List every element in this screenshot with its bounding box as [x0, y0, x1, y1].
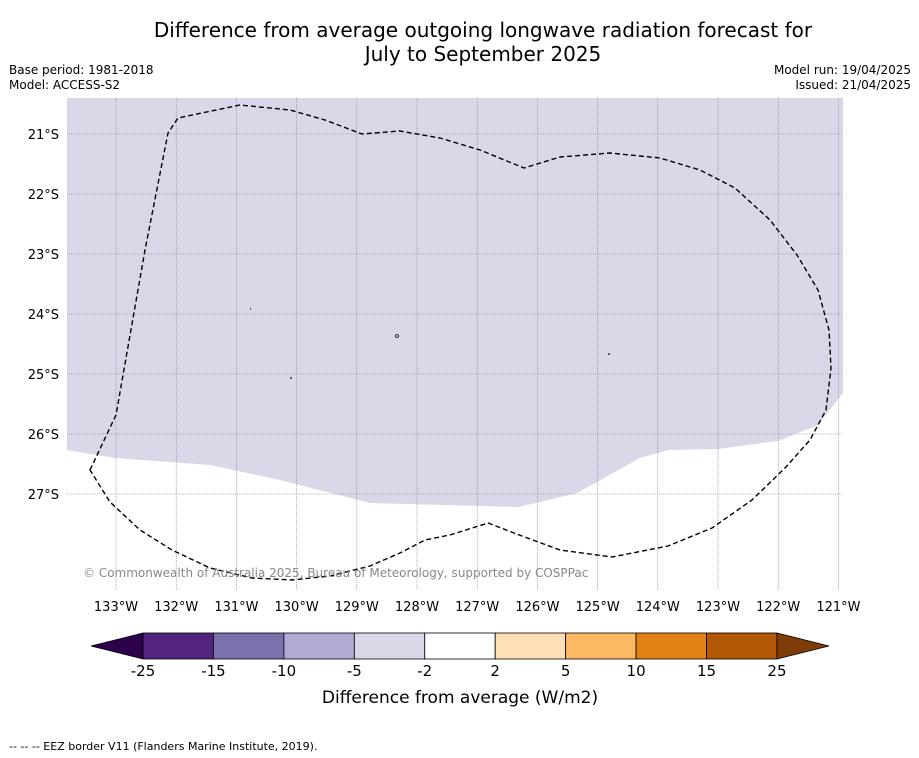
colorbar-tick-label: -10	[272, 662, 297, 680]
longitude-label: 124°W	[636, 600, 680, 615]
longitude-label: 132°W	[154, 600, 198, 615]
colorbar-segments	[142, 632, 778, 660]
colorbar-segment	[494, 632, 567, 660]
olr-anomaly-field	[67, 98, 843, 507]
title-line-1: Difference from average outgoing longwav…	[153, 18, 813, 42]
issued-text: Issued: 21/04/2025	[795, 78, 911, 92]
title-line-2: July to September 2025	[364, 42, 602, 66]
latitude-label: 26°S	[28, 428, 59, 443]
latitude-label: 24°S	[28, 308, 59, 323]
latitude-labels: 21°S 22°S 23°S 24°S 25°S 26°S 27°S	[28, 128, 59, 503]
model-text: Model: ACCESS-S2	[9, 78, 121, 92]
colorbar-segment	[353, 632, 426, 660]
colorbar-segment	[565, 632, 637, 660]
longitude-label: 122°W	[756, 600, 800, 615]
colorbar-tick-label: 5	[561, 662, 571, 680]
longitude-label: 129°W	[335, 600, 379, 615]
longitude-labels: 133°W 132°W 131°W 130°W 129°W 128°W 127°W 126°W…	[94, 600, 861, 615]
base-period-text: Base period: 1981-2018	[9, 63, 154, 77]
model-run-info: Model run: 19/04/2025 Issued: 21/04/2025	[774, 63, 911, 93]
colorbar-tick-label: -25	[131, 662, 156, 680]
base-period-info: Base period: 1981-2018 Model: ACCESS-S2	[9, 63, 154, 93]
map-title: Difference from average outgoing longwav…	[0, 18, 919, 66]
colorbar-segment	[213, 632, 285, 660]
latitude-label: 23°S	[28, 248, 59, 263]
longitude-label: 133°W	[94, 600, 138, 615]
colorbar-label: Difference from average (W/m2)	[322, 688, 598, 708]
colorbar: -25 -15 -10 -5 -2 2 5 10 15 25 Difference from av…	[90, 632, 830, 708]
colorbar-segment	[706, 632, 778, 660]
model-run-text: Model run: 19/04/2025	[773, 63, 911, 77]
colorbar-tick-label: 15	[697, 662, 716, 680]
longitude-label: 126°W	[515, 600, 559, 615]
latitude-label: 27°S	[28, 488, 59, 503]
colorbar-segment	[635, 632, 707, 660]
colorbar-tick-label: 2	[490, 662, 500, 680]
colorbar-segment	[283, 632, 355, 660]
island-marker	[395, 334, 399, 338]
eez-border	[89, 104, 832, 581]
longitude-label: 125°W	[576, 600, 620, 615]
island-markers	[250, 308, 610, 379]
latitude-label: 25°S	[28, 368, 59, 383]
colorbar-segment	[424, 632, 496, 660]
longitude-label: 131°W	[214, 600, 258, 615]
colorbar-over-arrow	[776, 632, 830, 660]
colorbar-under-arrow	[90, 632, 144, 660]
copyright-notice: © Commonwealth of Australia 2025, Bureau…	[83, 566, 588, 580]
longitude-label: 128°W	[395, 600, 439, 615]
longitude-label: 130°W	[275, 600, 319, 615]
latitude-label: 21°S	[28, 128, 59, 143]
eez-legend-note: -- -- -- EEZ border V11 (Flanders Marine…	[9, 740, 318, 753]
colorbar-segment	[142, 632, 214, 660]
longitude-label: 123°W	[696, 600, 740, 615]
colorbar-tick-label: 10	[627, 662, 646, 680]
longitude-label: 121°W	[816, 600, 860, 615]
longitude-label: 127°W	[455, 600, 499, 615]
colorbar-tick-label: -5	[347, 662, 362, 680]
colorbar-tick-label: 25	[767, 662, 786, 680]
latitude-label: 22°S	[28, 188, 59, 203]
colorbar-tick-labels: -25 -15 -10 -5 -2 2 5 10 15 25	[131, 662, 787, 680]
colorbar-tick-label: -15	[201, 662, 226, 680]
map-panel: © Commonwealth of Australia 2025, Bureau…	[67, 98, 843, 590]
colorbar-tick-label: -2	[417, 662, 432, 680]
